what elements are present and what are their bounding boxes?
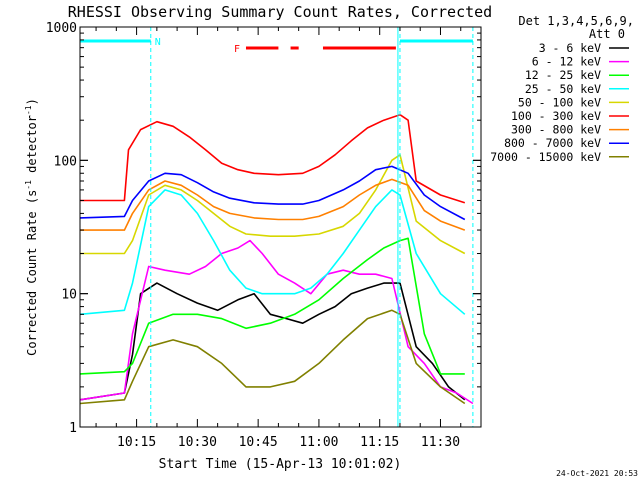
y-tick-label: 1 <box>69 421 77 436</box>
x-tick-label: 11:30 <box>421 435 460 450</box>
x-tick-label: 10:30 <box>178 435 217 450</box>
legend-label-7000-15000-kev: 7000 - 15000 keV <box>490 150 601 164</box>
series-line-6-12-kev <box>79 239 474 405</box>
series-layer <box>79 113 474 405</box>
footer-timestamp: 24-Oct-2021 20:53 <box>556 469 638 478</box>
legend-label-12-25-kev: 12 - 25 keV <box>525 68 601 82</box>
y-tick-label: 10 <box>61 288 77 303</box>
x-tick-label: 10:15 <box>117 435 156 450</box>
x-tick-label: 11:15 <box>360 435 399 450</box>
y-axis-label-sup-2: -1 <box>24 105 33 115</box>
flare-label: F <box>234 44 240 55</box>
series-line-12-25-kev <box>79 237 465 375</box>
plot-area: NF 10:15 10:30 10:45 11:00 11:15 11:30 110100… <box>46 21 482 450</box>
legend-header-line-1: Det 1,3,4,5,6,9, <box>518 14 634 28</box>
x-axis: 10:15 10:30 10:45 11:00 11:15 11:30 <box>95 27 482 450</box>
legend-label-300-800-kev: 300 - 800 keV <box>511 123 601 137</box>
y-tick-label: 100 <box>54 154 77 169</box>
y-axis: 1 10 100 1000 <box>46 21 481 436</box>
x-tick-label: 10:45 <box>239 435 278 450</box>
chart-title: RHESSI Observing Summary Count Rates, Co… <box>68 3 492 21</box>
night-label: N <box>155 37 161 48</box>
y-axis-label-end: ) <box>25 98 39 105</box>
series-line-50-100-kev <box>80 154 466 255</box>
legend-label-25-50-kev: 25 - 50 keV <box>525 82 601 96</box>
series-line-800-7000-kev <box>79 165 466 221</box>
x-tick-label: 11:00 <box>299 435 338 450</box>
y-axis-label-mid: detector <box>25 115 39 180</box>
legend-label-6-12-kev: 6 - 12 keV <box>532 55 601 69</box>
y-axis-label: Corrected Count Rate (s-1 detector-1) <box>24 98 39 356</box>
annotation-layer: NF <box>80 27 474 427</box>
y-tick-label: 1000 <box>46 21 77 36</box>
series-line-100-300-kev <box>80 113 466 204</box>
legend-label-50-100-kev: 50 - 100 keV <box>518 95 601 109</box>
legend-label-100-300-kev: 100 - 300 keV <box>511 109 601 123</box>
series-line-7000-15000-kev <box>79 309 466 405</box>
series-line-25-50-kev <box>79 189 466 316</box>
y-axis-label-sup-1: -1 <box>24 180 33 190</box>
x-axis-label: Start Time (15-Apr-13 10:01:02) <box>159 457 402 472</box>
legend-label-800-7000-kev: 800 - 7000 keV <box>504 136 601 150</box>
series-line-300-800-kev <box>80 178 466 231</box>
series-line-3-6-kev <box>79 282 466 401</box>
plot-frame <box>79 26 482 428</box>
y-axis-label-main: Corrected Count Rate (s <box>25 190 39 356</box>
legend-label-3-6-kev: 3 - 6 keV <box>539 41 601 55</box>
legend-header-line-2: Att 0 <box>589 27 625 41</box>
